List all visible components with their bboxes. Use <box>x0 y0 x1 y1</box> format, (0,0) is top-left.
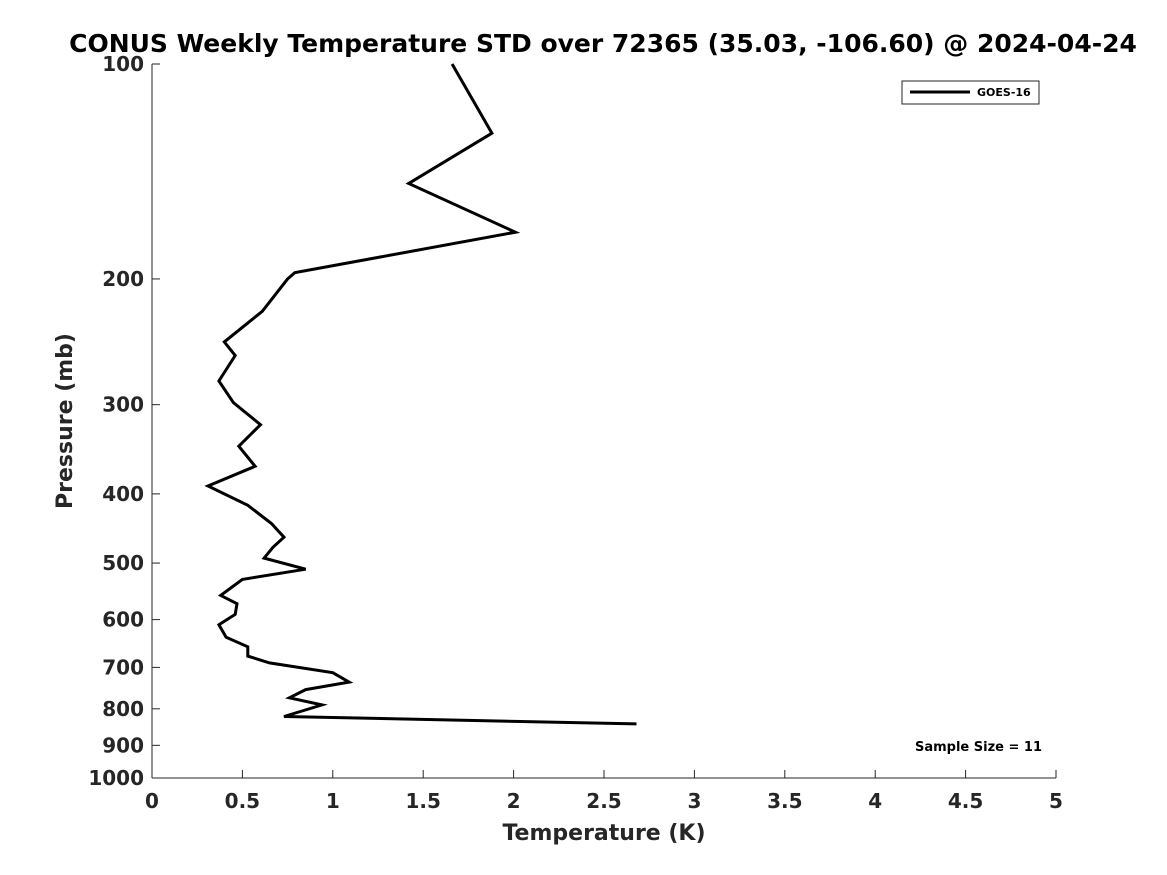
y-tick-label-1: 200 <box>102 267 144 291</box>
x-tick-label-3: 1.5 <box>405 789 440 813</box>
y-tick-label-0: 100 <box>102 52 144 76</box>
legend-label-goes-16: GOES-16 <box>977 86 1031 99</box>
x-tick-label-6: 3 <box>687 789 701 813</box>
x-tick-label-2: 1 <box>326 789 340 813</box>
y-tick-label-3: 400 <box>102 482 144 506</box>
y-tick-label-7: 800 <box>102 697 144 721</box>
sample-size-annotation: Sample Size = 11 <box>915 740 1042 755</box>
y-tick-label-8: 900 <box>102 733 144 757</box>
chart-title: CONUS Weekly Temperature STD over 72365 … <box>69 29 1137 58</box>
x-tick-label-1: 0.5 <box>225 789 260 813</box>
x-tick-label-9: 4.5 <box>948 789 983 813</box>
x-tick-label-10: 5 <box>1049 789 1063 813</box>
y-tick-label-6: 700 <box>102 655 144 679</box>
x-tick-label-5: 2.5 <box>586 789 621 813</box>
x-tick-label-4: 2 <box>507 789 521 813</box>
x-tick-label-8: 4 <box>868 789 882 813</box>
series-line-goes-16 <box>204 63 637 726</box>
x-tick-label-0: 0 <box>145 789 159 813</box>
x-axis-label: Temperature (K) <box>502 821 705 846</box>
legend-box <box>901 80 1040 105</box>
y-axis-label: Pressure (mb) <box>53 333 78 509</box>
y-tick-label-4: 500 <box>102 551 144 575</box>
y-tick-label-9: 1000 <box>88 766 144 790</box>
y-tick-label-2: 300 <box>102 393 144 417</box>
y-tick-label-5: 600 <box>102 608 144 632</box>
plot-area: 0 0.5 1 1.5 2 2.5 3 3.5 4 4.5 5 100 200 300 400 500 600 7… <box>88 52 1063 813</box>
x-tick-label-7: 3.5 <box>767 789 802 813</box>
legend: GOES-16 <box>901 80 1040 105</box>
